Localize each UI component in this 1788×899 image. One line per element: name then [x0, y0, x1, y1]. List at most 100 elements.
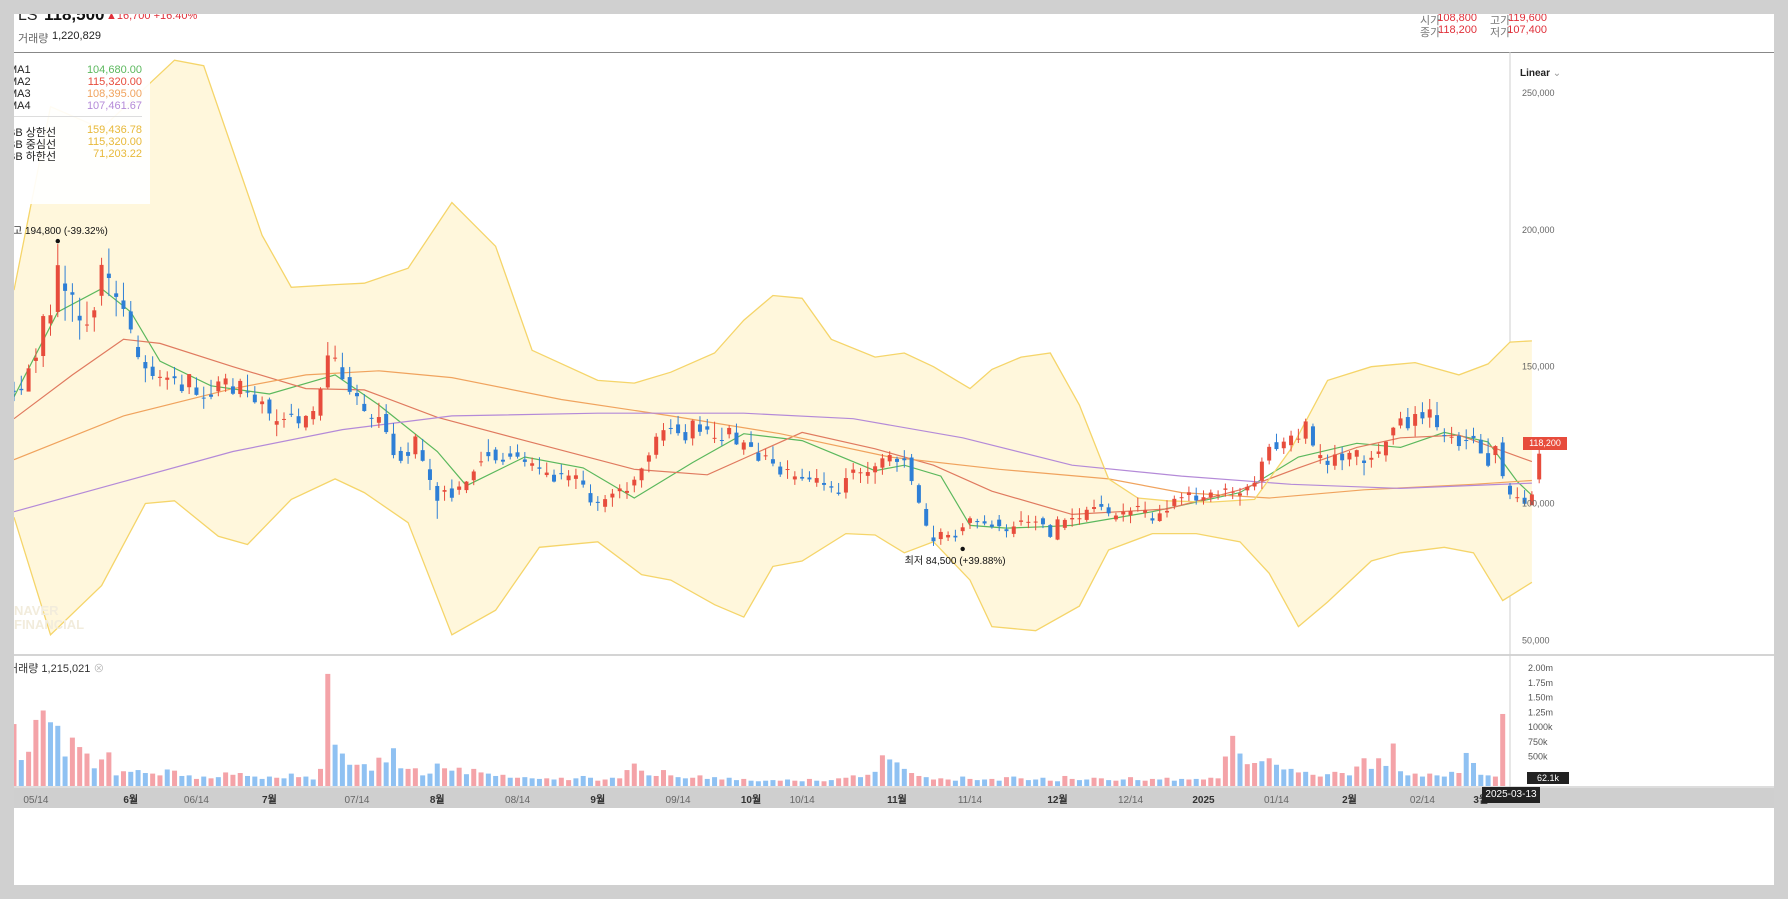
- candle-body: [938, 531, 943, 540]
- volume-bar: [434, 763, 440, 786]
- candle-body: [530, 463, 535, 466]
- candle-body: [522, 459, 527, 462]
- candle-body: [1259, 461, 1264, 481]
- candle-body: [683, 432, 688, 441]
- candle-body: [1347, 452, 1352, 460]
- x-tick-label: 07/14: [344, 795, 369, 806]
- candle-body: [493, 449, 498, 461]
- volume-bar: [558, 777, 564, 786]
- high-point-label: 최고 194,800 (-39.32%): [14, 225, 108, 237]
- volume-bar: [106, 752, 112, 786]
- candle-body: [1456, 435, 1461, 447]
- candle-body: [1391, 427, 1396, 436]
- candle-body: [1289, 435, 1294, 446]
- volume-bar: [208, 778, 214, 786]
- volume-bar: [1419, 776, 1425, 786]
- candle-body: [362, 403, 367, 412]
- candle-body: [333, 357, 338, 359]
- low-point-label: 최저 84,500 (+39.88%): [905, 555, 1006, 567]
- price-chart[interactable]: 250,000 200,000 150,000 100,000 50,000 2.00m 1…: [14, 52, 1774, 885]
- candle-body: [975, 521, 980, 523]
- candle-body: [1332, 454, 1337, 466]
- volume-bar: [1113, 780, 1119, 786]
- candle-body: [223, 378, 228, 385]
- series-line-bb-상한선: [14, 59, 1532, 503]
- bb-upper-label: BB 상한선: [14, 127, 57, 139]
- volume-bar: [1244, 764, 1250, 786]
- volume-bar: [1398, 771, 1404, 786]
- volume-bar: [785, 779, 791, 786]
- candle-body: [822, 482, 827, 485]
- volume-bar: [1106, 780, 1112, 786]
- volume-bar: [383, 762, 389, 786]
- volume-bar: [748, 780, 754, 786]
- volume-bar: [463, 774, 469, 786]
- volume-bar: [55, 725, 61, 786]
- volume-bar: [930, 779, 936, 786]
- volume-bar: [33, 719, 39, 786]
- candle-body: [376, 417, 381, 423]
- volume-bar: [1201, 779, 1207, 786]
- volume-bar: [1208, 777, 1214, 786]
- x-tick-label: 10/14: [790, 795, 815, 806]
- candle-body: [1493, 446, 1498, 456]
- candle-body: [1084, 509, 1089, 520]
- settings-icon[interactable]: ⊗: [93, 663, 105, 675]
- candle-body: [1011, 526, 1016, 534]
- candle-body: [873, 466, 878, 473]
- candle-body: [1537, 453, 1542, 480]
- candle-body: [895, 458, 900, 462]
- candle-body: [318, 389, 323, 416]
- candle-body: [916, 485, 921, 503]
- candle-body: [749, 442, 754, 447]
- candle-body: [106, 273, 111, 279]
- candle-body: [705, 426, 710, 430]
- volume-bar: [1325, 774, 1331, 786]
- volume-bar: [456, 767, 462, 786]
- candle-body: [1310, 426, 1315, 446]
- volume-bar: [668, 775, 674, 786]
- candle-body: [537, 467, 542, 469]
- volume-bar: [449, 770, 455, 786]
- candle-body: [1237, 493, 1242, 496]
- candle-body: [814, 478, 819, 483]
- volume-bar: [1084, 779, 1090, 786]
- candle-body: [989, 524, 994, 527]
- volume-bar: [1076, 780, 1082, 786]
- candle-body: [157, 376, 162, 378]
- candle-body: [1048, 525, 1053, 537]
- candle-body: [48, 315, 53, 324]
- volume-bar: [500, 774, 506, 786]
- x-tick-label: 08/14: [505, 795, 530, 806]
- volume-bar: [26, 751, 32, 786]
- candle-body: [1478, 439, 1483, 454]
- volume-bar: [120, 771, 126, 786]
- x-tick-label: 6월: [123, 794, 138, 806]
- volume-bar: [1237, 753, 1243, 786]
- candle-body: [84, 324, 89, 326]
- candle-body: [209, 394, 214, 397]
- high-label: 고가: [1490, 15, 1511, 27]
- candle-body: [858, 472, 863, 474]
- volume-tick-label: 500k: [1528, 752, 1548, 762]
- ma3-label: MA3: [14, 88, 31, 100]
- bb-lower-label: BB 하한선: [14, 151, 57, 163]
- current-price: 118,500: [44, 14, 105, 24]
- candle-body: [471, 471, 476, 481]
- candle-body: [1245, 486, 1250, 491]
- candle-body: [1040, 518, 1045, 525]
- volume-panel-label: 거래량 1,215,021 ⊗: [14, 660, 104, 676]
- volume-bar: [1376, 758, 1382, 786]
- y-tick-label: 50,000: [1522, 635, 1550, 645]
- volume-bar: [1441, 776, 1447, 786]
- volume-bar: [128, 771, 134, 786]
- candle-body: [464, 481, 469, 491]
- candle-body: [340, 367, 345, 380]
- volume-bar: [398, 768, 404, 786]
- scale-toggle-button[interactable]: Linear ⌄: [1520, 68, 1561, 79]
- volume-bar: [996, 780, 1002, 786]
- volume-bar: [1332, 771, 1338, 786]
- candle-body: [1303, 421, 1308, 439]
- candle-body: [654, 436, 659, 455]
- candle-body: [1471, 435, 1476, 439]
